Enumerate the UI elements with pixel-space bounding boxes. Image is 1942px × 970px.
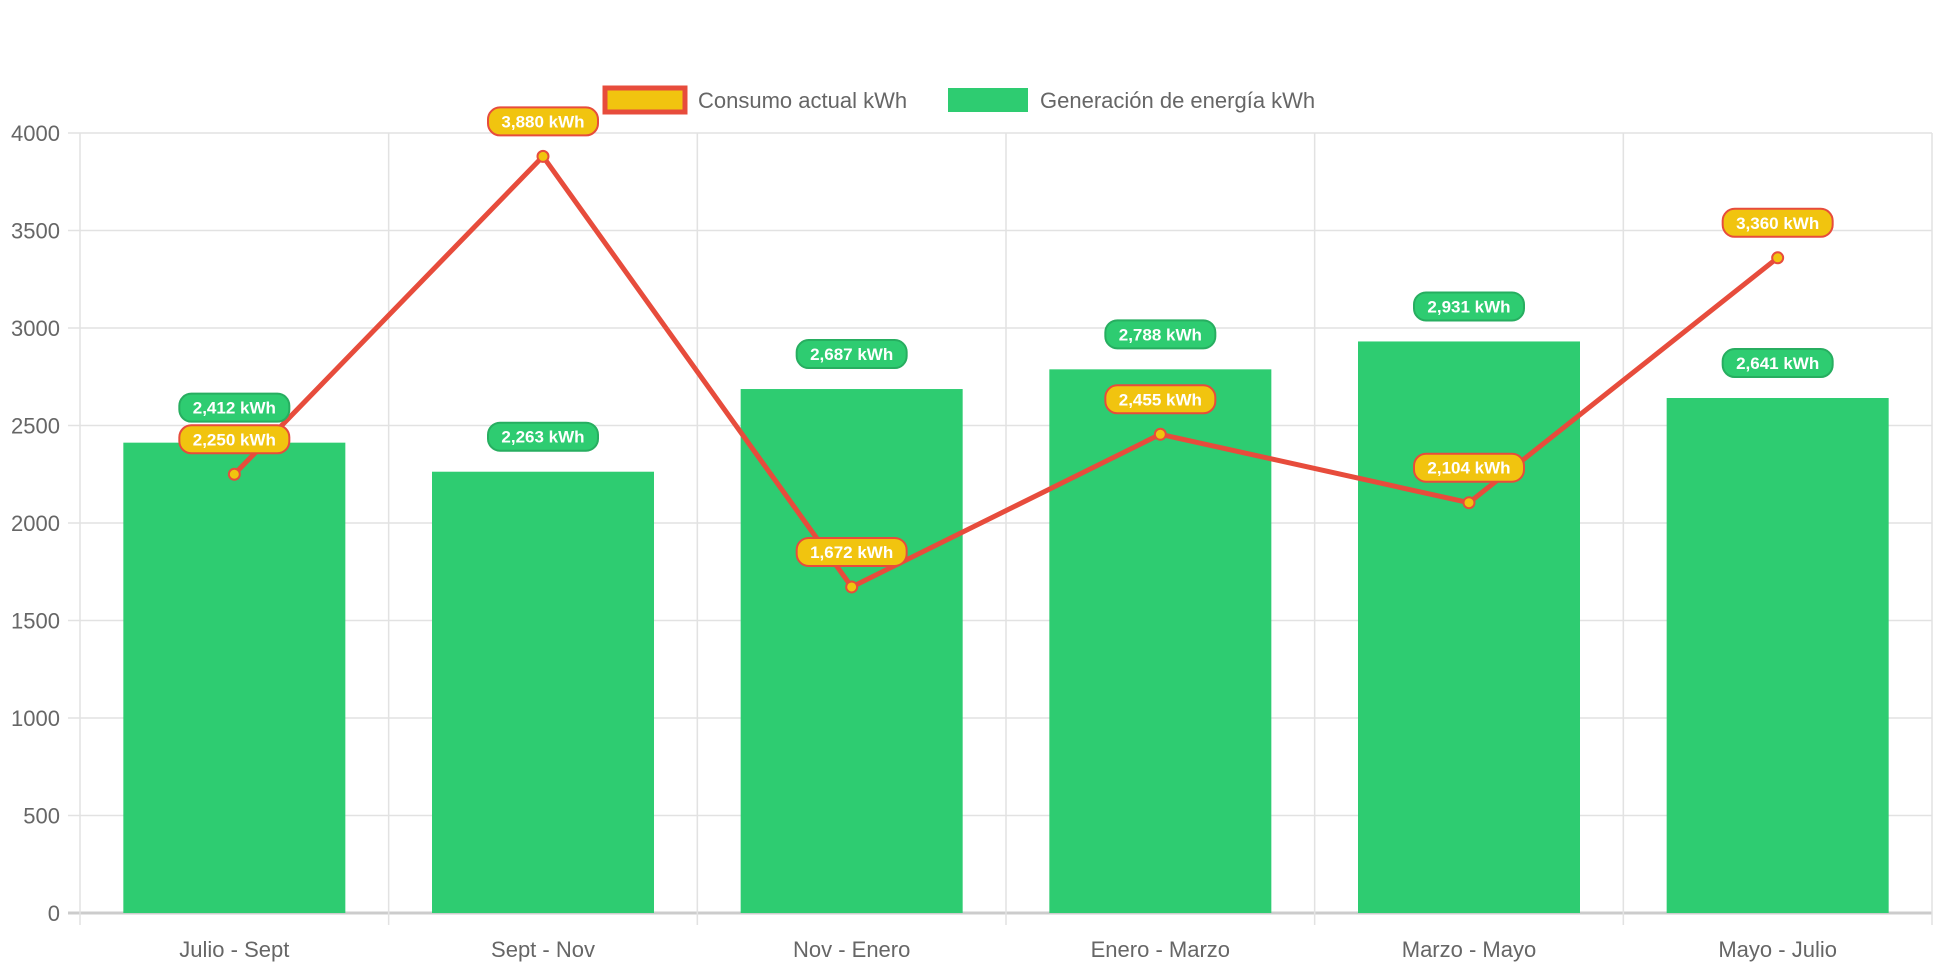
- bar: [1666, 398, 1889, 913]
- data-label-box: [178, 424, 291, 455]
- bar: [432, 471, 654, 913]
- data-label: 2,412 kWh: [193, 399, 276, 418]
- x-tick-label: Nov - Enero: [793, 937, 910, 962]
- data-label-box: [1413, 452, 1525, 483]
- data-label: 1,672 kWh: [810, 543, 893, 562]
- bar: [123, 442, 346, 913]
- data-labels: 2,412 kWh 2,263 kWh 2,687 kWh 2,788 kWh 2,93…: [178, 106, 1834, 567]
- bar: [1049, 369, 1272, 914]
- x-tick-label: Julio - Sept: [179, 937, 289, 962]
- y-tick-label: 2000: [11, 511, 60, 536]
- data-label: 2,687 kWh: [810, 345, 893, 364]
- data-label-box: [1104, 384, 1217, 415]
- legend-label-consumo[interactable]: Consumo actual kWh: [698, 88, 907, 113]
- data-label: 2,104 kWh: [1427, 459, 1510, 478]
- data-label: 2,641 kWh: [1736, 354, 1819, 373]
- bars: [123, 341, 1889, 914]
- line-point: [1462, 496, 1476, 510]
- data-label-box: [487, 421, 599, 452]
- bar: [1358, 341, 1580, 914]
- line-point: [1771, 251, 1785, 265]
- data-label-box: [795, 339, 908, 370]
- legend-label-generacion[interactable]: Generación de energía kWh: [1040, 88, 1315, 113]
- y-tick-label: 4000: [11, 121, 60, 146]
- y-tick-label: 0: [48, 901, 60, 926]
- bar: [740, 389, 963, 913]
- y-tick-label: 1500: [11, 609, 60, 634]
- x-tick-label: Enero - Marzo: [1091, 937, 1230, 962]
- x-tick-label: Mayo - Julio: [1718, 937, 1837, 962]
- y-tick-label: 1000: [11, 706, 60, 731]
- y-tick-label: 3000: [11, 316, 60, 341]
- legend-swatch-consumo[interactable]: [602, 85, 688, 115]
- line-point: [227, 467, 241, 481]
- data-label-box: [1104, 319, 1217, 350]
- data-label: 3,880 kWh: [501, 112, 584, 131]
- data-label: 2,263 kWh: [501, 428, 584, 447]
- line-point: [1153, 427, 1167, 441]
- data-label: 3,360 kWh: [1736, 214, 1819, 233]
- y-tick-label: 2500: [11, 414, 60, 439]
- legend[interactable]: Consumo actual kWh Generación de energía…: [602, 85, 1315, 115]
- data-label: 2,250 kWh: [193, 430, 276, 449]
- data-label-box: [487, 106, 599, 137]
- y-tick-label: 3500: [11, 219, 60, 244]
- data-label-box: [1721, 348, 1834, 379]
- line-point: [536, 149, 550, 163]
- y-tick-label: 500: [23, 804, 60, 829]
- x-tick-label: Marzo - Mayo: [1402, 937, 1536, 962]
- data-label-box: [1413, 291, 1525, 322]
- data-label-box: [178, 392, 291, 423]
- data-label: 2,931 kWh: [1427, 297, 1510, 316]
- data-label: 2,788 kWh: [1119, 325, 1202, 344]
- x-tick-label: Sept - Nov: [491, 937, 595, 962]
- line-point: [845, 580, 859, 594]
- legend-swatch-generacion[interactable]: [948, 88, 1028, 112]
- data-label-box: [1721, 207, 1834, 238]
- data-label-box: [795, 536, 908, 567]
- data-label: 2,455 kWh: [1119, 390, 1202, 409]
